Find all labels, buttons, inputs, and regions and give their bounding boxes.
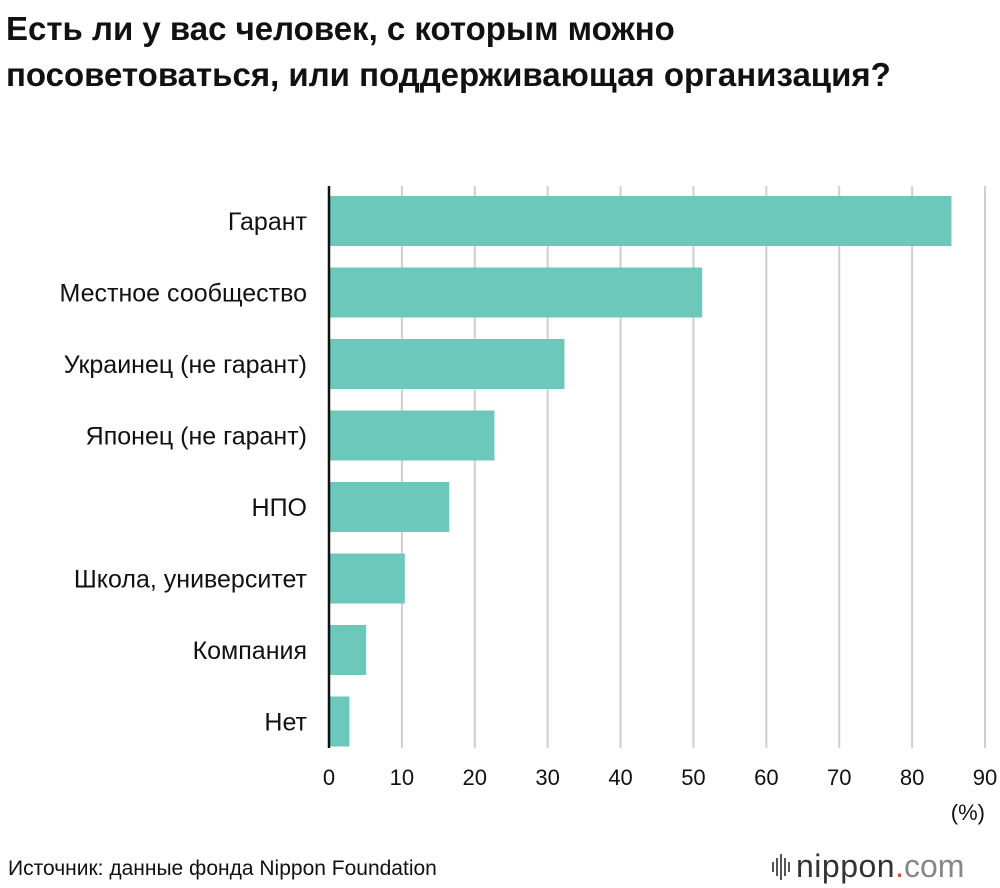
bar (329, 267, 703, 318)
x-tick-label: 20 (463, 765, 487, 790)
bar (329, 196, 952, 246)
x-axis-unit: (%) (951, 800, 985, 825)
bars (329, 196, 952, 747)
x-tick-label: 30 (535, 765, 559, 790)
x-tick-label: 50 (681, 765, 705, 790)
logo-dot: . (895, 848, 904, 884)
category-label: Гарант (228, 208, 308, 236)
source-note: Источник: данные фонда Nippon Foundation (8, 857, 437, 880)
category-label: Местное сообщество (60, 280, 307, 308)
category-label: НПО (252, 494, 307, 522)
bar (329, 696, 350, 747)
x-tick-label: 90 (973, 765, 997, 790)
bar (329, 482, 450, 532)
x-tick-label: 80 (900, 765, 924, 790)
x-tick-label: 60 (754, 765, 778, 790)
category-label: Нет (264, 709, 307, 737)
bar (329, 339, 565, 389)
category-label: Компания (193, 637, 307, 665)
bar (329, 553, 405, 604)
x-tick-label: 0 (323, 765, 335, 790)
tick-labels: 0 10 20 30 40 50 60 70 80 90 (323, 765, 997, 790)
bar (329, 625, 367, 675)
x-tick-label: 10 (390, 765, 414, 790)
category-label: Школа, университет (74, 566, 308, 594)
category-label: Японец (не гарант) (86, 423, 307, 451)
logo-name: nippon (796, 848, 896, 884)
x-tick-label: 40 (608, 765, 632, 790)
bar (329, 410, 495, 461)
logo-mark-icon (772, 853, 790, 880)
category-labels: Гарант Местное сообщество Украинец (не гар… (60, 208, 308, 737)
logo-tld: com (903, 848, 965, 884)
nippon-logo: nippon. com (772, 848, 964, 885)
x-tick-label: 70 (827, 765, 851, 790)
category-label: Украинец (не гарант) (64, 351, 307, 379)
chart-title: Есть ли у вас человек, с которым можно п… (6, 10, 891, 93)
